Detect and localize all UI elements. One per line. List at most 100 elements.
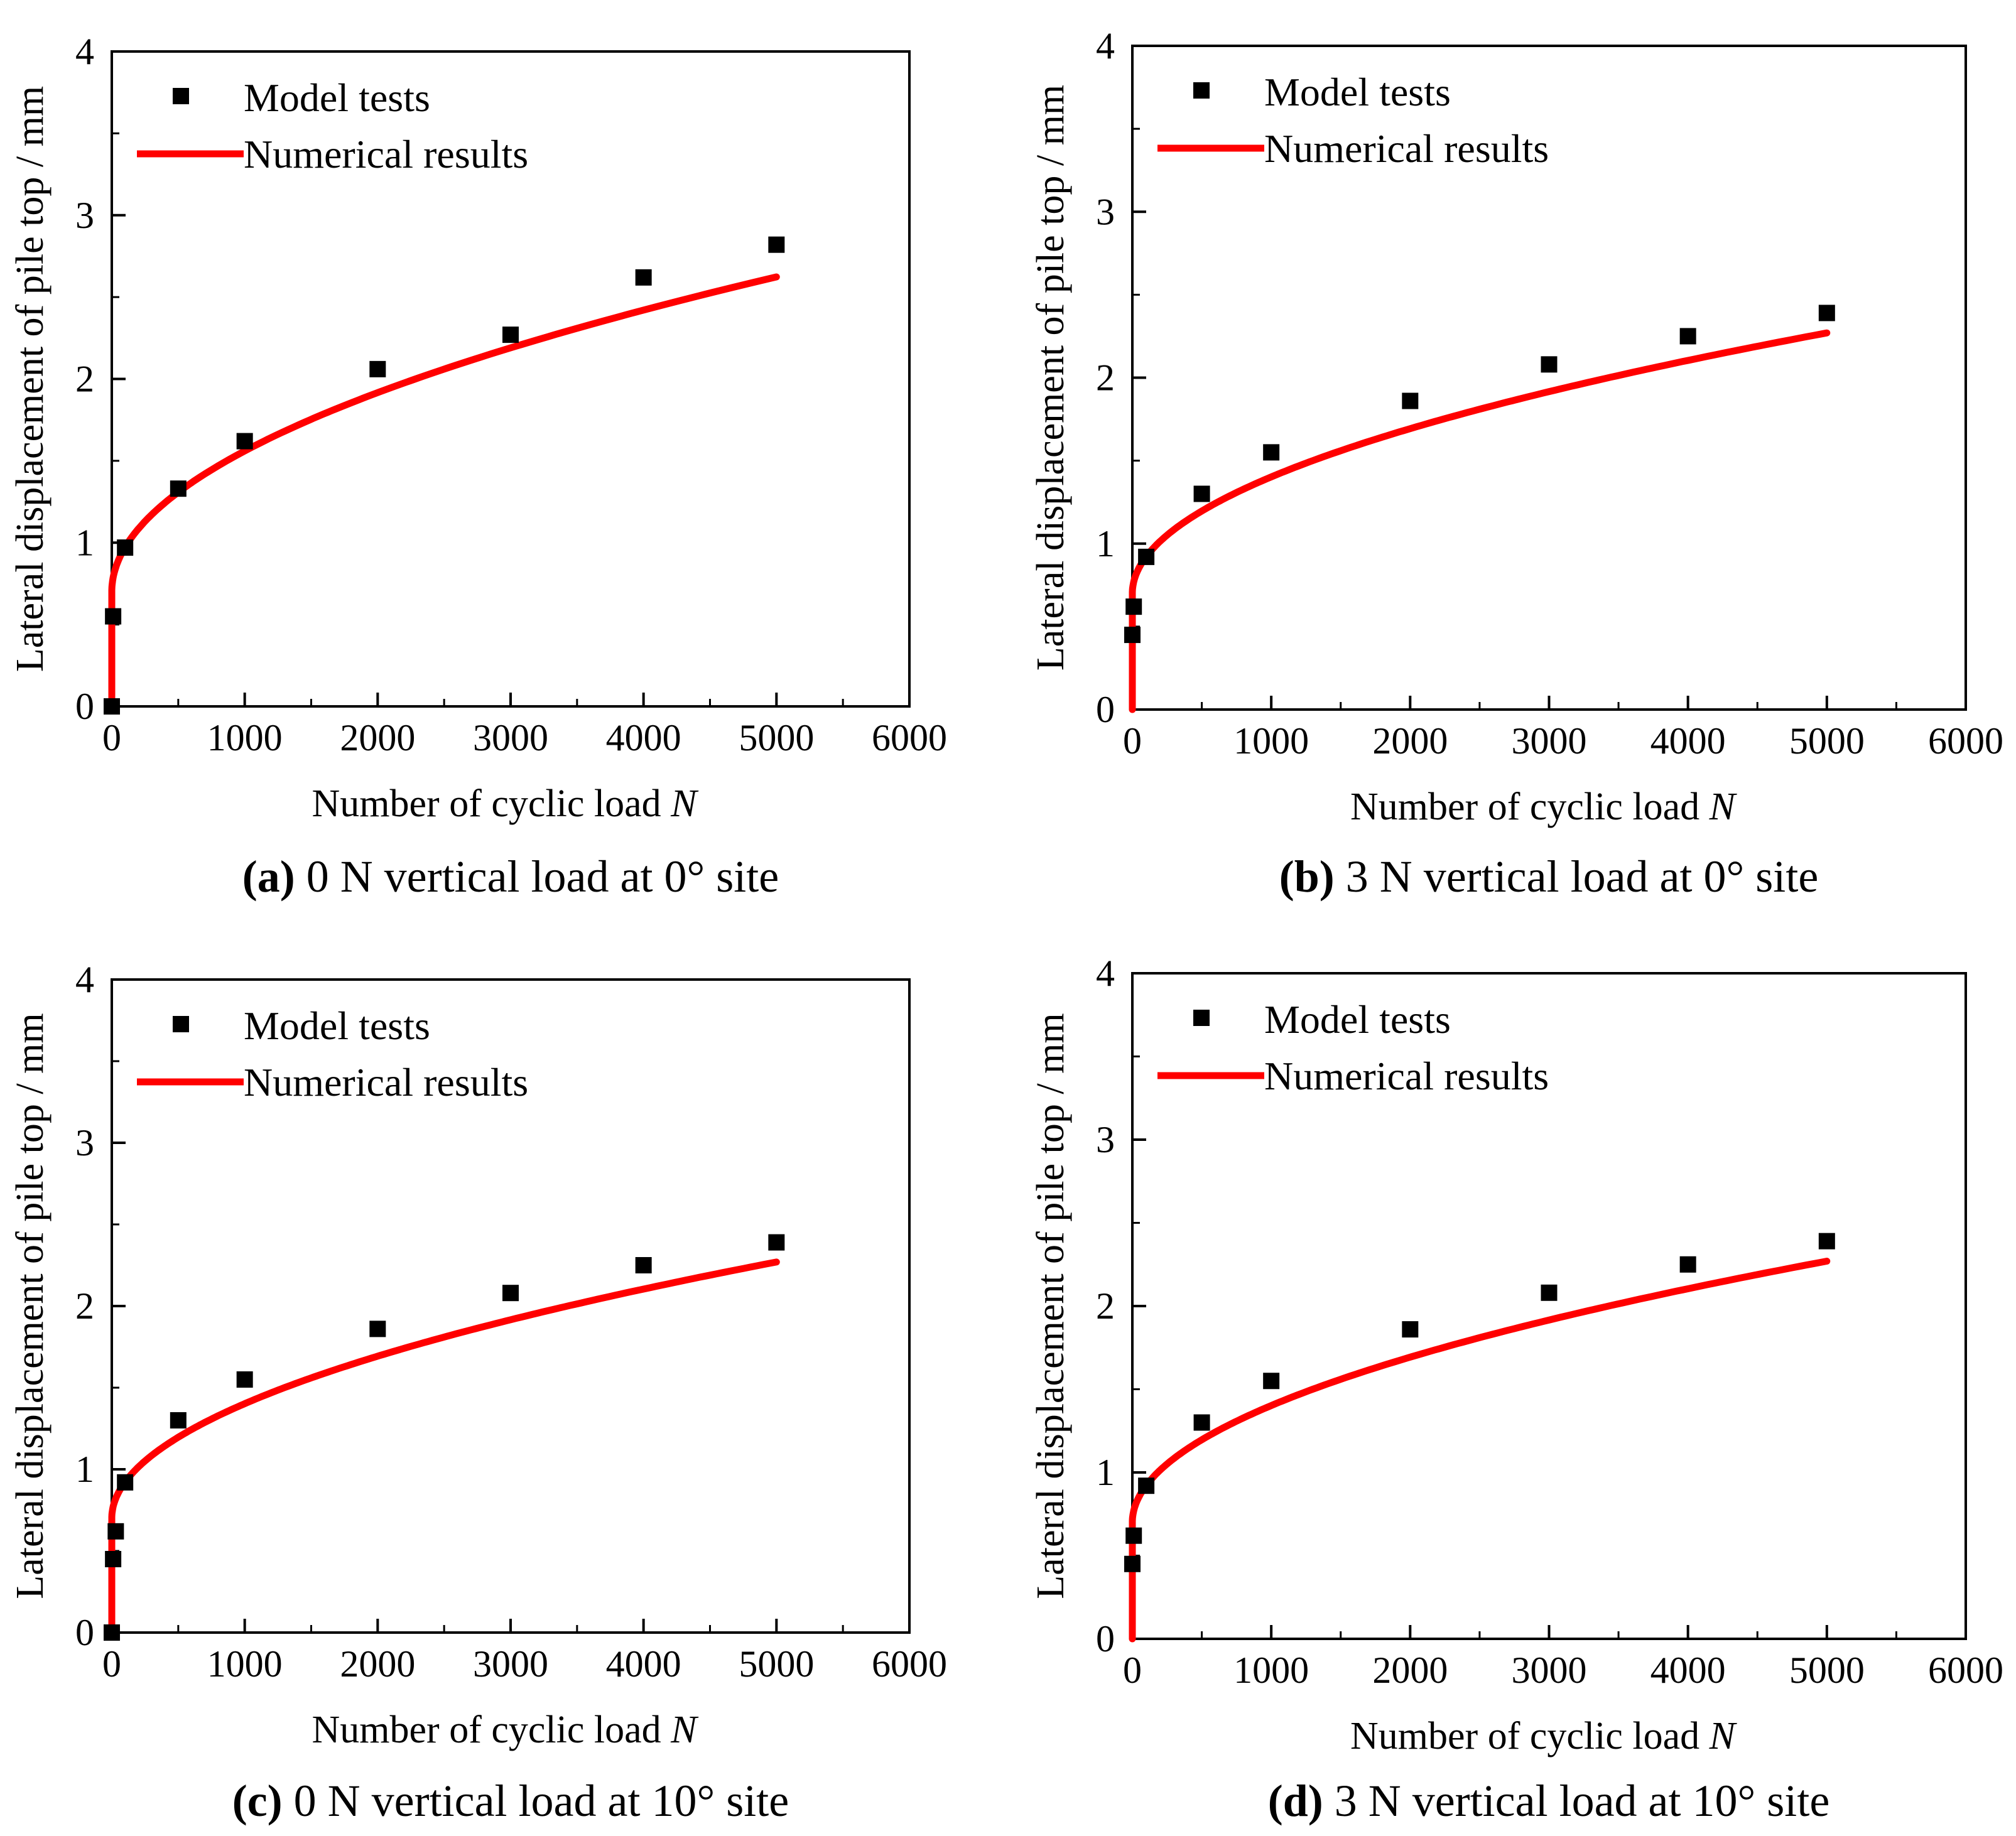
x-tick-label: 1000 — [207, 717, 283, 759]
model-test-point — [1125, 1527, 1142, 1544]
x-axis-label-variable: N — [1709, 1715, 1738, 1758]
legend-model-marker — [1193, 82, 1210, 99]
caption-letter: (c) — [232, 1776, 283, 1826]
model-test-point — [1263, 1373, 1280, 1390]
y-axis-label: Lateral displacement of pile top / mm — [1029, 85, 1072, 671]
numerical-results-line — [108, 273, 780, 710]
model-test-point — [104, 698, 120, 715]
model-test-point — [1818, 305, 1835, 321]
y-tick-label: 1 — [1096, 523, 1115, 564]
legend-model-label: Model tests — [244, 1003, 430, 1048]
numerical-results-line — [108, 1258, 780, 1636]
model-test-point — [117, 539, 134, 556]
caption-letter: (b) — [1279, 851, 1335, 902]
model-test-point — [1124, 1555, 1141, 1572]
panel-caption: (b) 3 N vertical load at 0° site — [1279, 851, 1819, 902]
panel-c: 0 1000 2000 3000 4000 5000 6000 0 1 2 3 4 Number of … — [9, 959, 947, 1826]
x-tick-label: 4000 — [606, 717, 681, 759]
model-test-point — [107, 1523, 124, 1540]
legend-numerical-label: Numerical results — [244, 1060, 528, 1104]
y-tick-label: 1 — [75, 1449, 94, 1490]
x-tick-label: 6000 — [1928, 720, 2003, 762]
numerical-results-line — [1129, 1258, 1831, 1643]
y-tick-label: 1 — [75, 522, 94, 563]
model-test-point — [1263, 444, 1280, 461]
panel-b: 0 1000 2000 3000 4000 5000 6000 0 1 2 3 4 Number of … — [1029, 25, 2003, 902]
x-axis-label-text: Number of cyclic load — [312, 1709, 671, 1751]
y-tick-label: 2 — [1096, 357, 1115, 399]
model-test-point — [1124, 627, 1141, 644]
x-tick-label: 2000 — [340, 1643, 415, 1685]
x-axis-label-variable: N — [670, 1709, 699, 1751]
caption-text: 0 N vertical load at 0° site — [295, 851, 779, 902]
y-tick-label: 3 — [1096, 1119, 1115, 1160]
x-tick-label: 5000 — [739, 1643, 814, 1685]
model-test-point — [1402, 392, 1419, 409]
model-test-point — [1125, 598, 1142, 615]
model-test-point — [635, 1257, 652, 1273]
legend-model-marker — [173, 1016, 189, 1032]
legend-model-label: Model tests — [244, 75, 430, 120]
model-test-point — [117, 1474, 134, 1491]
model-test-point — [236, 1371, 253, 1388]
model-test-point — [1138, 1477, 1155, 1494]
x-axis-label-variable: N — [1709, 786, 1738, 828]
model-test-point — [1193, 1414, 1210, 1431]
y-tick-label: 3 — [1096, 191, 1115, 232]
x-tick-label: 0 — [1123, 1650, 1142, 1691]
x-tick-label: 1000 — [1233, 1650, 1309, 1691]
model-test-point — [1193, 485, 1210, 502]
panel-caption: (c) 0 N vertical load at 10° site — [232, 1776, 789, 1826]
legend-numerical-label: Numerical results — [244, 132, 528, 176]
x-tick-label: 6000 — [872, 1643, 947, 1685]
y-tick-label: 0 — [1096, 689, 1115, 730]
model-test-point — [1679, 1256, 1696, 1273]
caption-letter: (a) — [242, 851, 295, 902]
x-tick-label: 1000 — [207, 1643, 283, 1685]
model-test-point — [170, 480, 187, 497]
y-tick-label: 4 — [1096, 25, 1115, 67]
y-axis-label: Lateral displacement of pile top / mm — [1029, 1013, 1072, 1599]
model-test-point — [1541, 356, 1558, 373]
x-tick-label: 2000 — [1372, 1650, 1448, 1691]
x-tick-label: 6000 — [1928, 1650, 2003, 1691]
model-test-point — [768, 1234, 785, 1251]
x-tick-label: 4000 — [1650, 1650, 1726, 1691]
panel-caption: (d) 3 N vertical load at 10° site — [1268, 1776, 1830, 1826]
model-test-point — [1679, 328, 1696, 345]
x-tick-label: 3000 — [1512, 1650, 1587, 1691]
x-axis-label-text: Number of cyclic load — [1350, 1715, 1710, 1758]
model-test-point — [104, 1624, 120, 1641]
legend-model-marker — [1193, 1010, 1210, 1026]
x-tick-label: 5000 — [1789, 1650, 1865, 1691]
model-test-point — [1818, 1233, 1835, 1250]
x-tick-label: 4000 — [1650, 720, 1726, 762]
y-tick-label: 1 — [1096, 1452, 1115, 1493]
model-test-point — [105, 608, 122, 625]
model-test-point — [1138, 548, 1155, 565]
model-test-point — [236, 433, 253, 450]
x-axis-label: Number of cyclic load N — [1350, 1715, 1738, 1758]
caption-letter: (d) — [1268, 1776, 1323, 1826]
model-test-point — [1402, 1321, 1419, 1338]
model-test-point — [502, 327, 519, 343]
legend-model-marker — [173, 88, 189, 104]
x-tick-label: 5000 — [1789, 720, 1865, 762]
y-tick-label: 0 — [75, 1612, 94, 1653]
model-test-point — [1541, 1284, 1558, 1301]
x-tick-label: 3000 — [1512, 720, 1587, 762]
y-tick-label: 2 — [75, 359, 94, 400]
model-test-point — [635, 269, 652, 286]
numerical-results-line — [1129, 329, 1831, 713]
x-axis-label: Number of cyclic load N — [1350, 786, 1738, 828]
model-test-point — [369, 360, 386, 377]
x-tick-label: 1000 — [1233, 720, 1309, 762]
caption-text: 0 N vertical load at 10° site — [283, 1776, 789, 1826]
x-axis-label-variable: N — [670, 782, 699, 825]
y-tick-label: 4 — [75, 31, 94, 72]
legend-model-label: Model tests — [1264, 997, 1451, 1042]
x-tick-label: 2000 — [1372, 720, 1448, 762]
model-test-point — [768, 236, 785, 253]
y-tick-label: 0 — [1096, 1618, 1115, 1660]
